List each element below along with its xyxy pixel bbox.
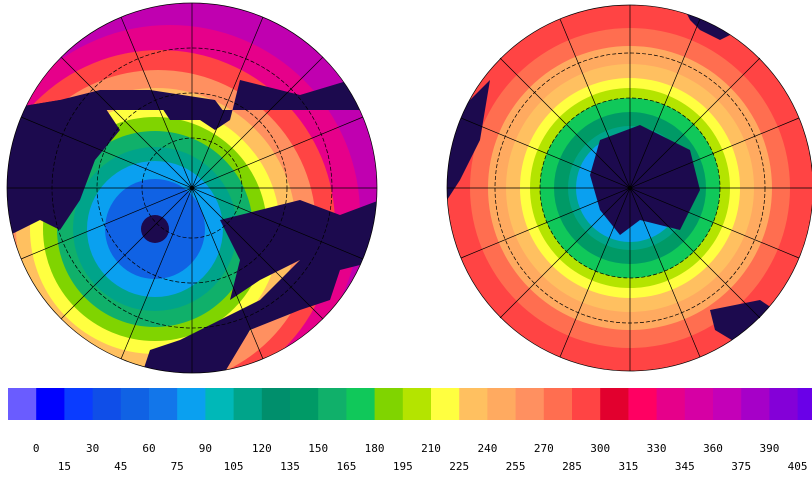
colorbar-tick-label: 390 (759, 442, 779, 455)
colorbar-tick-label: 105 (224, 460, 244, 473)
colorbar-box (628, 388, 657, 420)
colorbar-box (516, 388, 545, 420)
colorbar-box (149, 388, 178, 420)
colorbar-tick-label: 45 (114, 460, 127, 473)
colorbar-box (657, 388, 686, 420)
colorbar-box (600, 388, 629, 420)
colorbar-box (487, 388, 516, 420)
colorbar-box (36, 388, 65, 420)
colorbar-tick-label: 255 (506, 460, 526, 473)
colorbar: 0 15 30 45 60 75 90 105 120 135 150 165 180 195 210 225… (8, 388, 812, 473)
colorbar-tick-label: 405 (788, 460, 808, 473)
colorbar-box (234, 388, 263, 420)
colorbar-tick-label: 75 (171, 460, 184, 473)
colorbar-box (572, 388, 601, 420)
left-graticule (7, 3, 377, 373)
colorbar-tick-label: 195 (393, 460, 413, 473)
colorbar-box (741, 388, 770, 420)
colorbar-box (713, 388, 742, 420)
colorbar-box (459, 388, 488, 420)
colorbar-box (403, 388, 432, 420)
colorbar-box (290, 388, 319, 420)
colorbar-tick-label: 345 (675, 460, 695, 473)
colorbar-tick-label: 30 (86, 442, 99, 455)
colorbar-tick-label: 60 (142, 442, 155, 455)
colorbar-box (544, 388, 573, 420)
colorbar-tick-label: 330 (647, 442, 667, 455)
colorbar-box (798, 388, 812, 420)
colorbar-box (318, 388, 347, 420)
figure: 0 15 30 45 60 75 90 105 120 135 150 165 180 195 210 225… (0, 0, 812, 480)
left-map (0, 3, 380, 405)
colorbar-box (177, 388, 206, 420)
colorbar-tick-label: 165 (336, 460, 356, 473)
colorbar-box (262, 388, 291, 420)
colorbar-tick-label: 360 (703, 442, 723, 455)
colorbar-tick-label: 135 (280, 460, 300, 473)
colorbar-tick-label: 15 (58, 460, 71, 473)
colorbar-box (93, 388, 122, 420)
colorbar-tick-label: 90 (199, 442, 212, 455)
colorbar-tick-label: 240 (477, 442, 497, 455)
colorbar-tick-label: 375 (731, 460, 751, 473)
colorbar-box (121, 388, 150, 420)
colorbar-tick-label: 285 (562, 460, 582, 473)
colorbar-box (346, 388, 375, 420)
colorbar-tick-label: 315 (618, 460, 638, 473)
colorbar-box (205, 388, 234, 420)
colorbar-box (64, 388, 93, 420)
colorbar-tick-label: 180 (365, 442, 385, 455)
colorbar-box (769, 388, 798, 420)
page: 0 15 30 45 60 75 90 105 120 135 150 165 180 195 210 225… (0, 0, 812, 480)
colorbar-tick-label: 210 (421, 442, 441, 455)
colorbar-box (8, 388, 37, 420)
colorbar-tick-label: 150 (308, 442, 328, 455)
colorbar-tick-label: 270 (534, 442, 554, 455)
colorbar-tick-label: 225 (449, 460, 469, 473)
colorbar-tick-label: 120 (252, 442, 272, 455)
colorbar-tick-label: 0 (33, 442, 40, 455)
colorbar-box (431, 388, 460, 420)
colorbar-box (685, 388, 714, 420)
colorbar-tick-label: 300 (590, 442, 610, 455)
colorbar-box (375, 388, 404, 420)
